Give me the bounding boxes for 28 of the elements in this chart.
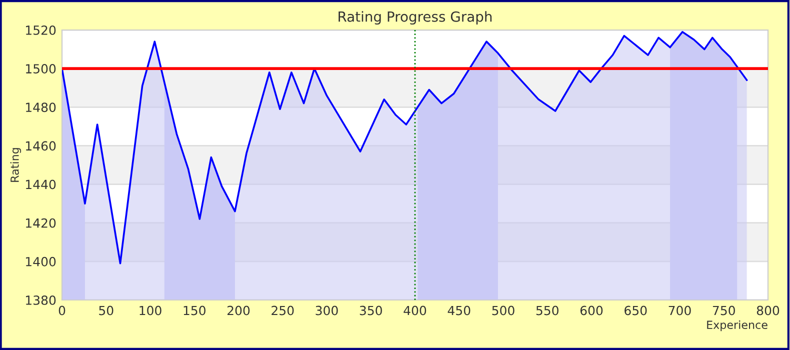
y-tick-label: 1400	[26, 256, 56, 266]
x-tick-label: 450	[448, 306, 470, 316]
x-tick-label: 50	[99, 306, 114, 316]
x-tick-label: 500	[492, 306, 514, 316]
x-tick-label: 650	[624, 306, 647, 316]
x-tick-label: 550	[536, 306, 558, 316]
x-tick-label: 350	[360, 306, 382, 316]
x-tick-label: 250	[272, 306, 294, 316]
x-tick-label: 750	[712, 306, 735, 316]
chart-title: Rating Progress Graph	[338, 11, 492, 25]
y-tick-label: 1500	[26, 64, 56, 74]
x-tick-label: 600	[580, 306, 603, 316]
x-tick-label: 100	[140, 306, 162, 316]
y-tick-label: 1420	[26, 218, 56, 228]
x-axis-title: Experience	[707, 320, 768, 332]
y-tick-label: 1480	[26, 102, 56, 112]
x-tick-label: 400	[404, 306, 426, 316]
y-tick-label: 1460	[26, 141, 56, 151]
y-tick-label: 1440	[26, 180, 56, 190]
x-tick-label: 800	[756, 306, 780, 316]
x-tick-label: 150	[184, 306, 206, 316]
y-tick-label: 1520	[26, 25, 56, 35]
y-tick-label: 1380	[26, 295, 56, 305]
x-tick-label: 300	[316, 306, 338, 316]
y-axis-title: Rating	[10, 148, 22, 182]
x-tick-label: 0	[58, 306, 66, 316]
x-tick-label: 200	[227, 306, 250, 316]
x-tick-label: 700	[668, 306, 691, 316]
